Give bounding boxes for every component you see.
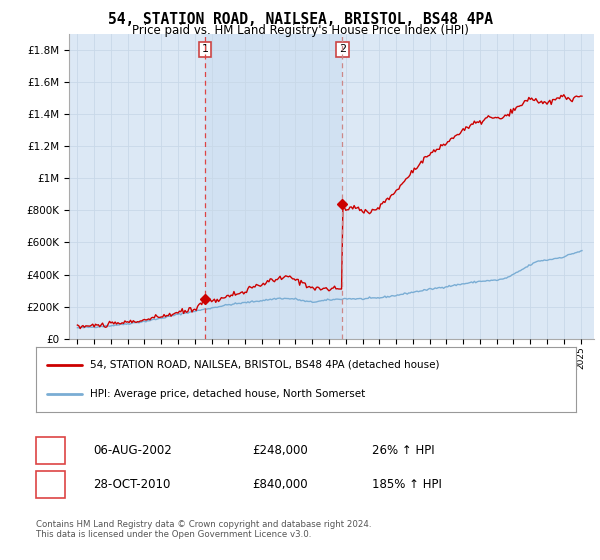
Text: 06-AUG-2002: 06-AUG-2002 xyxy=(93,444,172,458)
Text: £840,000: £840,000 xyxy=(252,478,308,491)
Bar xyxy=(205,34,343,339)
Text: 54, STATION ROAD, NAILSEA, BRISTOL, BS48 4PA: 54, STATION ROAD, NAILSEA, BRISTOL, BS48… xyxy=(107,12,493,27)
Text: 1: 1 xyxy=(46,444,55,458)
Text: Price paid vs. HM Land Registry's House Price Index (HPI): Price paid vs. HM Land Registry's House … xyxy=(131,24,469,37)
Text: £248,000: £248,000 xyxy=(252,444,308,458)
Text: HPI: Average price, detached house, North Somerset: HPI: Average price, detached house, Nort… xyxy=(90,389,365,399)
Text: 2: 2 xyxy=(339,44,346,54)
Text: 28-OCT-2010: 28-OCT-2010 xyxy=(93,478,170,491)
Text: Contains HM Land Registry data © Crown copyright and database right 2024.
This d: Contains HM Land Registry data © Crown c… xyxy=(36,520,371,539)
Text: 2: 2 xyxy=(46,478,55,491)
Text: 185% ↑ HPI: 185% ↑ HPI xyxy=(372,478,442,491)
Text: 26% ↑ HPI: 26% ↑ HPI xyxy=(372,444,434,458)
Text: 54, STATION ROAD, NAILSEA, BRISTOL, BS48 4PA (detached house): 54, STATION ROAD, NAILSEA, BRISTOL, BS48… xyxy=(90,360,439,370)
Text: 1: 1 xyxy=(202,44,208,54)
